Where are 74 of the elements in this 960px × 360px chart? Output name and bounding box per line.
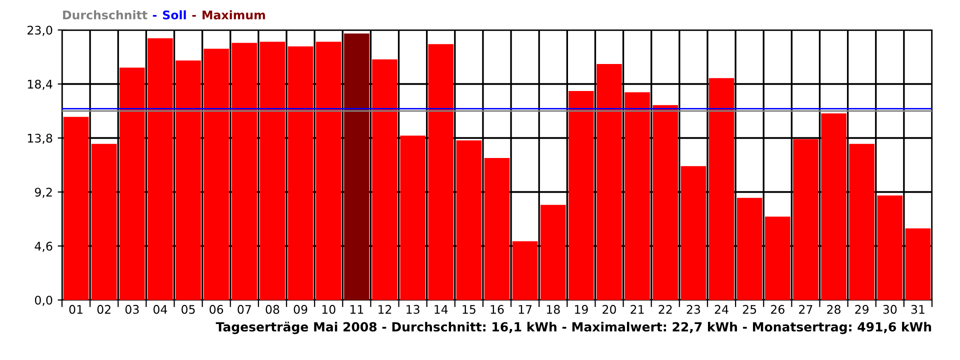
bar bbox=[63, 116, 89, 300]
bar bbox=[204, 48, 229, 300]
bar bbox=[652, 105, 678, 300]
bar bbox=[344, 34, 370, 300]
bar bbox=[736, 198, 762, 300]
bar bbox=[821, 113, 846, 300]
text: - bbox=[192, 15, 196, 17]
x-tick-label: 10 bbox=[322, 304, 336, 314]
y-tick-label: 18,4 bbox=[28, 80, 52, 90]
x-tick-label: 04 bbox=[153, 304, 168, 314]
y-tick-label: 0,0 bbox=[34, 296, 52, 306]
x-tick-label: 29 bbox=[855, 304, 869, 314]
bar bbox=[905, 228, 931, 300]
x-tick-label: 02 bbox=[97, 304, 110, 314]
bar bbox=[877, 196, 903, 300]
x-tick-label: 08 bbox=[266, 304, 280, 314]
bar bbox=[680, 166, 706, 300]
x-tick-label: 30 bbox=[883, 304, 897, 314]
text: - bbox=[152, 15, 157, 17]
bar bbox=[765, 216, 790, 300]
bar bbox=[484, 158, 510, 300]
bar bbox=[512, 241, 538, 300]
x-tick-label: 19 bbox=[574, 304, 588, 314]
x-tick-label: 17 bbox=[518, 305, 532, 314]
bar bbox=[428, 44, 454, 300]
x-tick-label: 21 bbox=[630, 304, 644, 314]
bar bbox=[232, 42, 258, 300]
x-tick-label: 27 bbox=[799, 304, 812, 314]
x-tick-label: 18 bbox=[546, 304, 560, 314]
x-tick-label: 24 bbox=[714, 304, 728, 314]
bar bbox=[316, 42, 342, 300]
bar bbox=[91, 144, 117, 300]
x-tick-label: 20 bbox=[602, 304, 616, 314]
x-tick-label: 31 bbox=[911, 304, 924, 314]
bar bbox=[624, 92, 650, 300]
bar bbox=[849, 144, 874, 300]
x-tick-label: 06 bbox=[210, 304, 224, 314]
ref-line-label: Soll bbox=[162, 10, 186, 20]
x-tick-label: 05 bbox=[182, 304, 195, 314]
x-tick-label: 13 bbox=[406, 304, 420, 314]
x-tick-label: 09 bbox=[294, 304, 308, 314]
x-tick-label: 22 bbox=[658, 304, 672, 314]
bar bbox=[120, 68, 145, 300]
x-axis-title: Tageserträge Mai 2008 - Durchschnitt: 16,1 kWh - Maximalwert: 22,7 kWh - Monatsertrag: 491,6 kWh bbox=[216, 322, 932, 334]
bar bbox=[400, 136, 426, 300]
x-tick-label: 14 bbox=[434, 305, 448, 314]
x-tick-label: 25 bbox=[742, 304, 756, 314]
bar bbox=[793, 139, 818, 300]
bar bbox=[372, 59, 398, 300]
x-tick-label: 03 bbox=[125, 304, 139, 314]
y-tick-label: 13,8 bbox=[28, 134, 52, 144]
y-tick-label: 4,6 bbox=[34, 242, 52, 252]
x-tick-label: 12 bbox=[378, 304, 392, 314]
y-tick-label: 23,0 bbox=[28, 26, 52, 36]
x-tick-label: 26 bbox=[771, 304, 784, 314]
bar bbox=[176, 60, 201, 300]
bar bbox=[260, 42, 286, 300]
x-tick-label: 28 bbox=[827, 304, 840, 314]
x-tick-label: 01 bbox=[69, 304, 82, 314]
bar bbox=[288, 46, 314, 300]
bar bbox=[148, 38, 173, 300]
x-tick-label: 11 bbox=[350, 305, 364, 314]
bar bbox=[596, 64, 622, 300]
x-tick-label: 16 bbox=[490, 304, 504, 314]
bar bbox=[568, 91, 594, 300]
x-tick-label: 07 bbox=[238, 304, 251, 314]
bar bbox=[540, 204, 566, 300]
text: Maximum bbox=[202, 10, 265, 20]
x-tick-label: 15 bbox=[462, 305, 476, 314]
y-tick-label: 9,2 bbox=[34, 188, 52, 198]
bar bbox=[708, 78, 734, 300]
ref-line-label: Durchschnitt bbox=[63, 10, 148, 20]
x-tick-label: 23 bbox=[686, 304, 700, 314]
bar bbox=[456, 140, 482, 300]
